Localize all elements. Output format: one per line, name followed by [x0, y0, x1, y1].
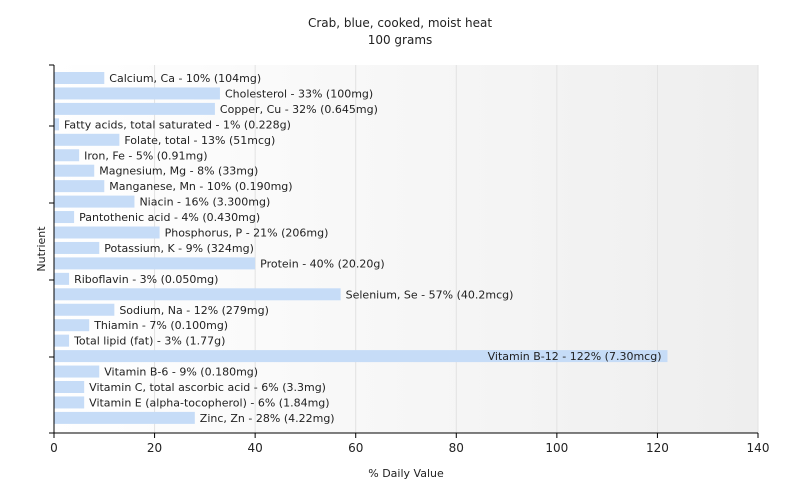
bar: [54, 102, 215, 115]
bar-label: Folate, total - 13% (51mcg): [124, 134, 275, 147]
x-tick-label: 80: [449, 441, 464, 455]
bar-label: Thiamin - 7% (0.100mg): [93, 319, 228, 332]
bar-label: Phosphorus, P - 21% (206mg): [165, 227, 329, 240]
bar-label: Sodium, Na - 12% (279mg): [119, 304, 269, 317]
x-axis-label: % Daily Value: [368, 467, 444, 480]
bar: [54, 226, 160, 239]
plot-background: [54, 65, 758, 433]
bar-label: Vitamin B-12 - 122% (7.30mcg): [488, 350, 662, 363]
bar: [54, 334, 70, 347]
x-tick-label: 20: [147, 441, 162, 455]
x-tick-label: 100: [545, 441, 568, 455]
x-tick-label: 140: [747, 441, 770, 455]
bar-labels: Calcium, Ca - 10% (104mg) Cholesterol - 3…: [64, 72, 661, 425]
bar-label: Riboflavin - 3% (0.050mg): [74, 273, 218, 286]
y-ticks: [49, 64, 54, 434]
bar: [54, 195, 135, 208]
bar: [54, 303, 115, 316]
bars: [54, 72, 668, 424]
bar-label: Vitamin E (alpha-tocopherol) - 6% (1.84m…: [89, 396, 329, 409]
bar-label: Iron, Fe - 5% (0.91mg): [84, 149, 207, 162]
bar: [54, 288, 341, 301]
bar: [54, 72, 105, 84]
bar-label: Vitamin B-6 - 9% (0.180mg): [104, 366, 258, 379]
x-ticks: 0 20 40 60 80 100 120 140: [50, 433, 769, 455]
chart-subtitle: 100 grams: [368, 33, 433, 47]
bar-label: Manganese, Mn - 10% (0.190mg): [109, 180, 292, 193]
bar-label: Total lipid (fat) - 3% (1.77g): [73, 335, 225, 348]
bar-label: Magnesium, Mg - 8% (33mg): [99, 165, 258, 178]
bar: [54, 350, 668, 363]
bar-label: Cholesterol - 33% (100mg): [225, 87, 373, 100]
bar: [54, 396, 85, 409]
bar: [54, 211, 75, 224]
x-tick-label: 60: [348, 441, 363, 455]
bar: [54, 411, 195, 424]
bar-label: Protein - 40% (20.20g): [260, 257, 385, 270]
bar: [54, 319, 90, 332]
x-tick-label: 0: [50, 441, 58, 455]
bar: [54, 118, 60, 131]
y-axis-label: Nutrient: [35, 226, 48, 272]
bar-label: Potassium, K - 9% (324mg): [104, 242, 254, 255]
bar: [54, 180, 105, 193]
bar: [54, 272, 70, 285]
bar: [54, 381, 85, 393]
bar-label: Fatty acids, total saturated - 1% (0.228…: [64, 118, 291, 131]
bar-label: Vitamin C, total ascorbic acid - 6% (3.3…: [89, 381, 326, 394]
bar-label: Niacin - 16% (3.300mg): [139, 196, 270, 209]
bar-label: Zinc, Zn - 28% (4.22mg): [200, 412, 335, 425]
bar: [54, 87, 220, 100]
bar-label: Copper, Cu - 32% (0.645mg): [220, 103, 378, 116]
bar-label: Selenium, Se - 57% (40.2mcg): [346, 288, 514, 301]
grid-lines: [154, 65, 759, 433]
bar-label: Calcium, Ca - 10% (104mg): [109, 72, 261, 85]
bar: [54, 241, 100, 254]
bar: [54, 164, 95, 177]
x-tick-label: 120: [646, 441, 669, 455]
bar: [54, 257, 256, 270]
x-tick-label: 40: [248, 441, 263, 455]
chart-title: Crab, blue, cooked, moist heat: [308, 16, 492, 30]
bar: [54, 133, 120, 146]
bar: [54, 149, 80, 162]
bar-label: Pantothenic acid - 4% (0.430mg): [79, 211, 260, 224]
bar: [54, 365, 100, 378]
